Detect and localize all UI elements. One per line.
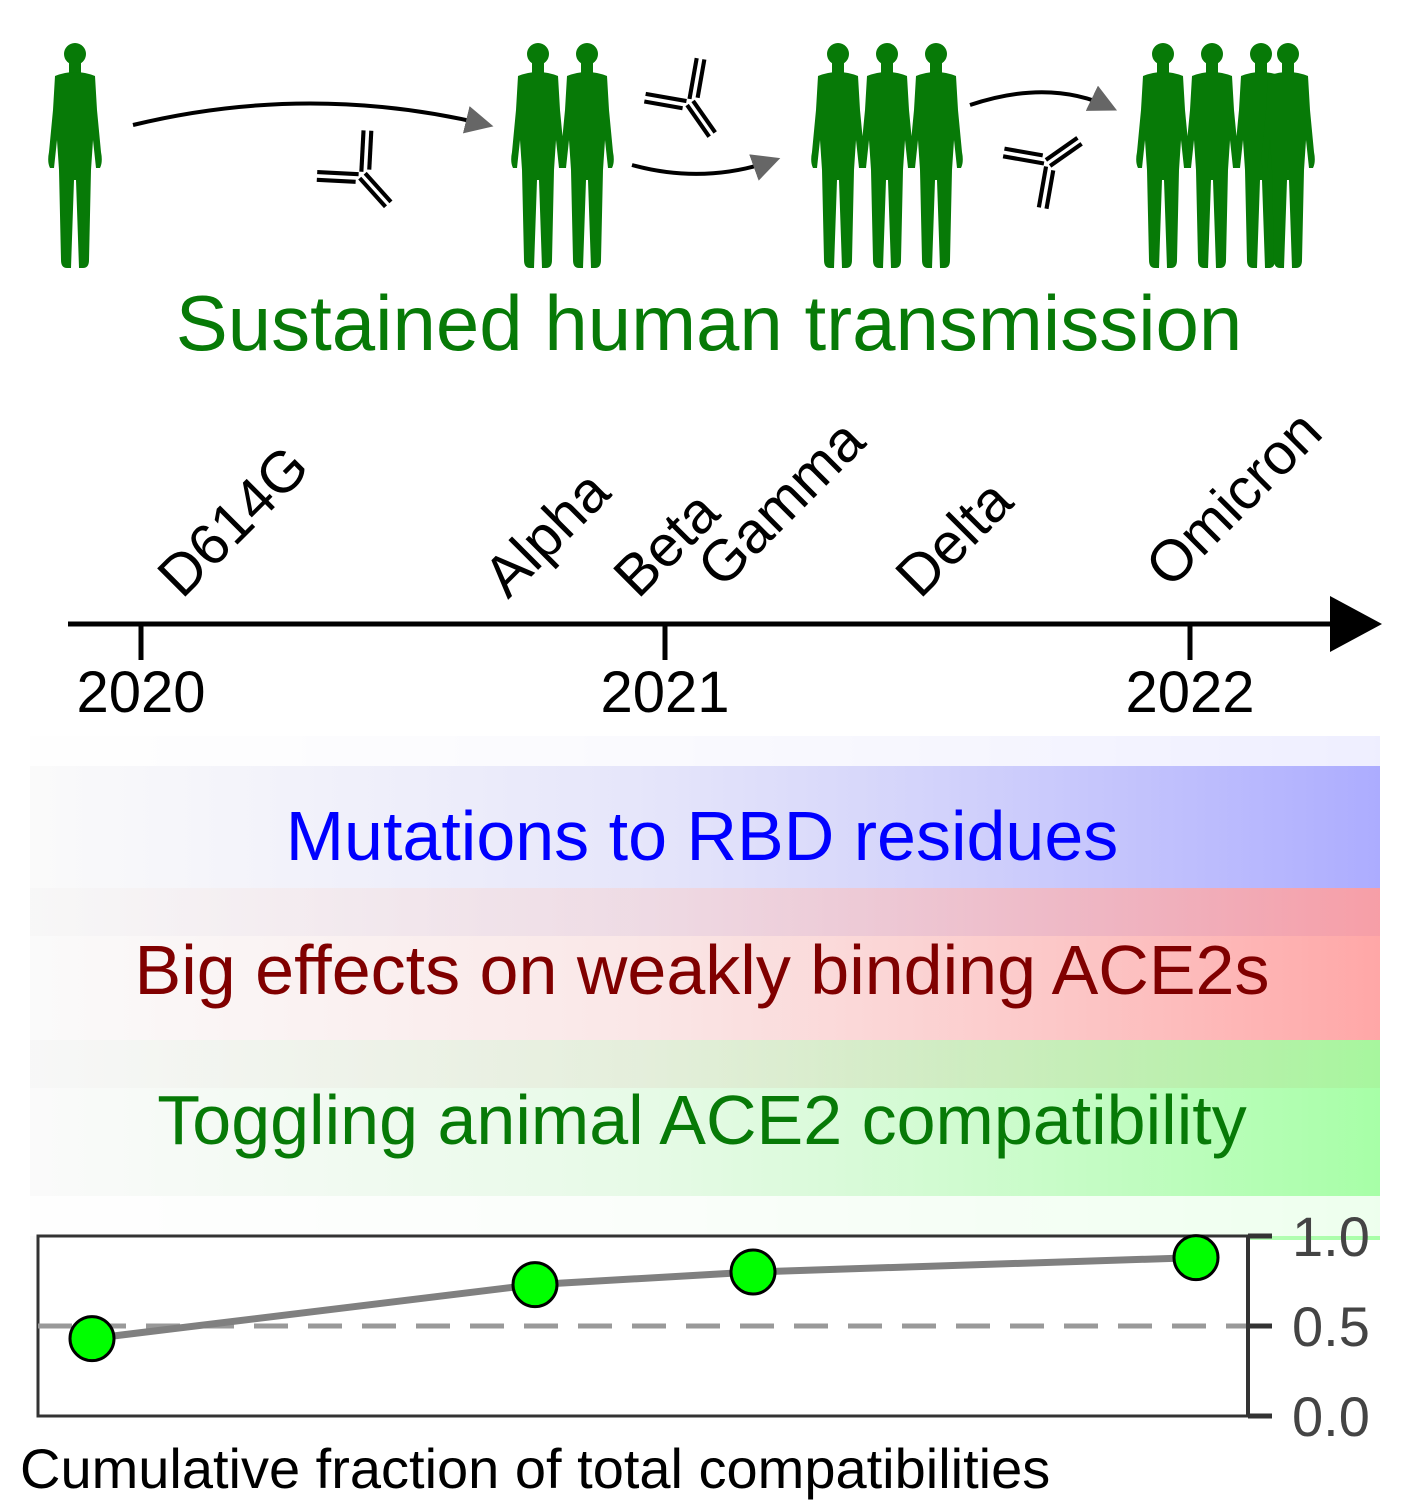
person-icon [1136,43,1190,268]
data-point [68,1315,116,1363]
data-point [1172,1234,1220,1282]
data-point [511,1261,559,1309]
x-axis-label: Cumulative fraction of total compatibili… [20,1437,1050,1500]
person-icon [48,43,102,268]
arrow-1-icon [132,101,494,134]
variant-label-gamma: Gamma [685,407,877,599]
band-label: Toggling animal ACE2 compatibility [157,1081,1246,1159]
variant-label-delta: Delta [883,467,1025,609]
compatibility-chart: 0.0 0.5 1.0 Cumulative fraction of total c… [20,1205,1370,1500]
arrow-2-icon [631,154,781,181]
year-label-2021: 2021 [600,660,729,725]
antibody-2-icon [641,55,742,156]
y-tick-label: 0.0 [1292,1385,1370,1448]
person-icon [860,43,914,268]
year-ticks: 2020 2021 2022 [76,624,1255,725]
antibody-1-icon [313,127,415,229]
data-point [729,1248,777,1296]
arrow-3-icon [969,85,1118,111]
y-axis-ticks: 0.0 0.5 1.0 [1248,1205,1370,1448]
header-title: Sustained human transmission [176,279,1243,367]
series-line [91,1254,1197,1343]
variant-label-d614g: D614G [145,433,321,609]
variant-label-alpha: Alpha [471,458,622,609]
person-icon [811,43,865,268]
band-label: Mutations to RBD residues [286,797,1119,875]
year-label-2020: 2020 [76,660,205,725]
person-icon [1185,43,1239,268]
antibodies [313,55,1100,229]
y-tick-label: 0.5 [1292,1295,1370,1358]
summary-bands: Mutations to RBD residues Big effects on … [0,726,1417,1240]
variant-label-omicron: Omicron [1133,398,1334,599]
antibody-3-icon [1000,111,1101,212]
human-figures [48,43,1315,268]
y-tick-label: 1.0 [1292,1205,1370,1268]
timeline-arrowhead-icon [1330,596,1382,652]
person-icon [560,43,614,268]
transmission-arrows [132,85,1118,181]
person-icon [511,43,565,268]
band-label: Big effects on weakly binding ACE2s [135,931,1270,1009]
person-icon [909,43,963,268]
year-label-2022: 2022 [1125,660,1254,725]
series-points [68,1234,1220,1363]
